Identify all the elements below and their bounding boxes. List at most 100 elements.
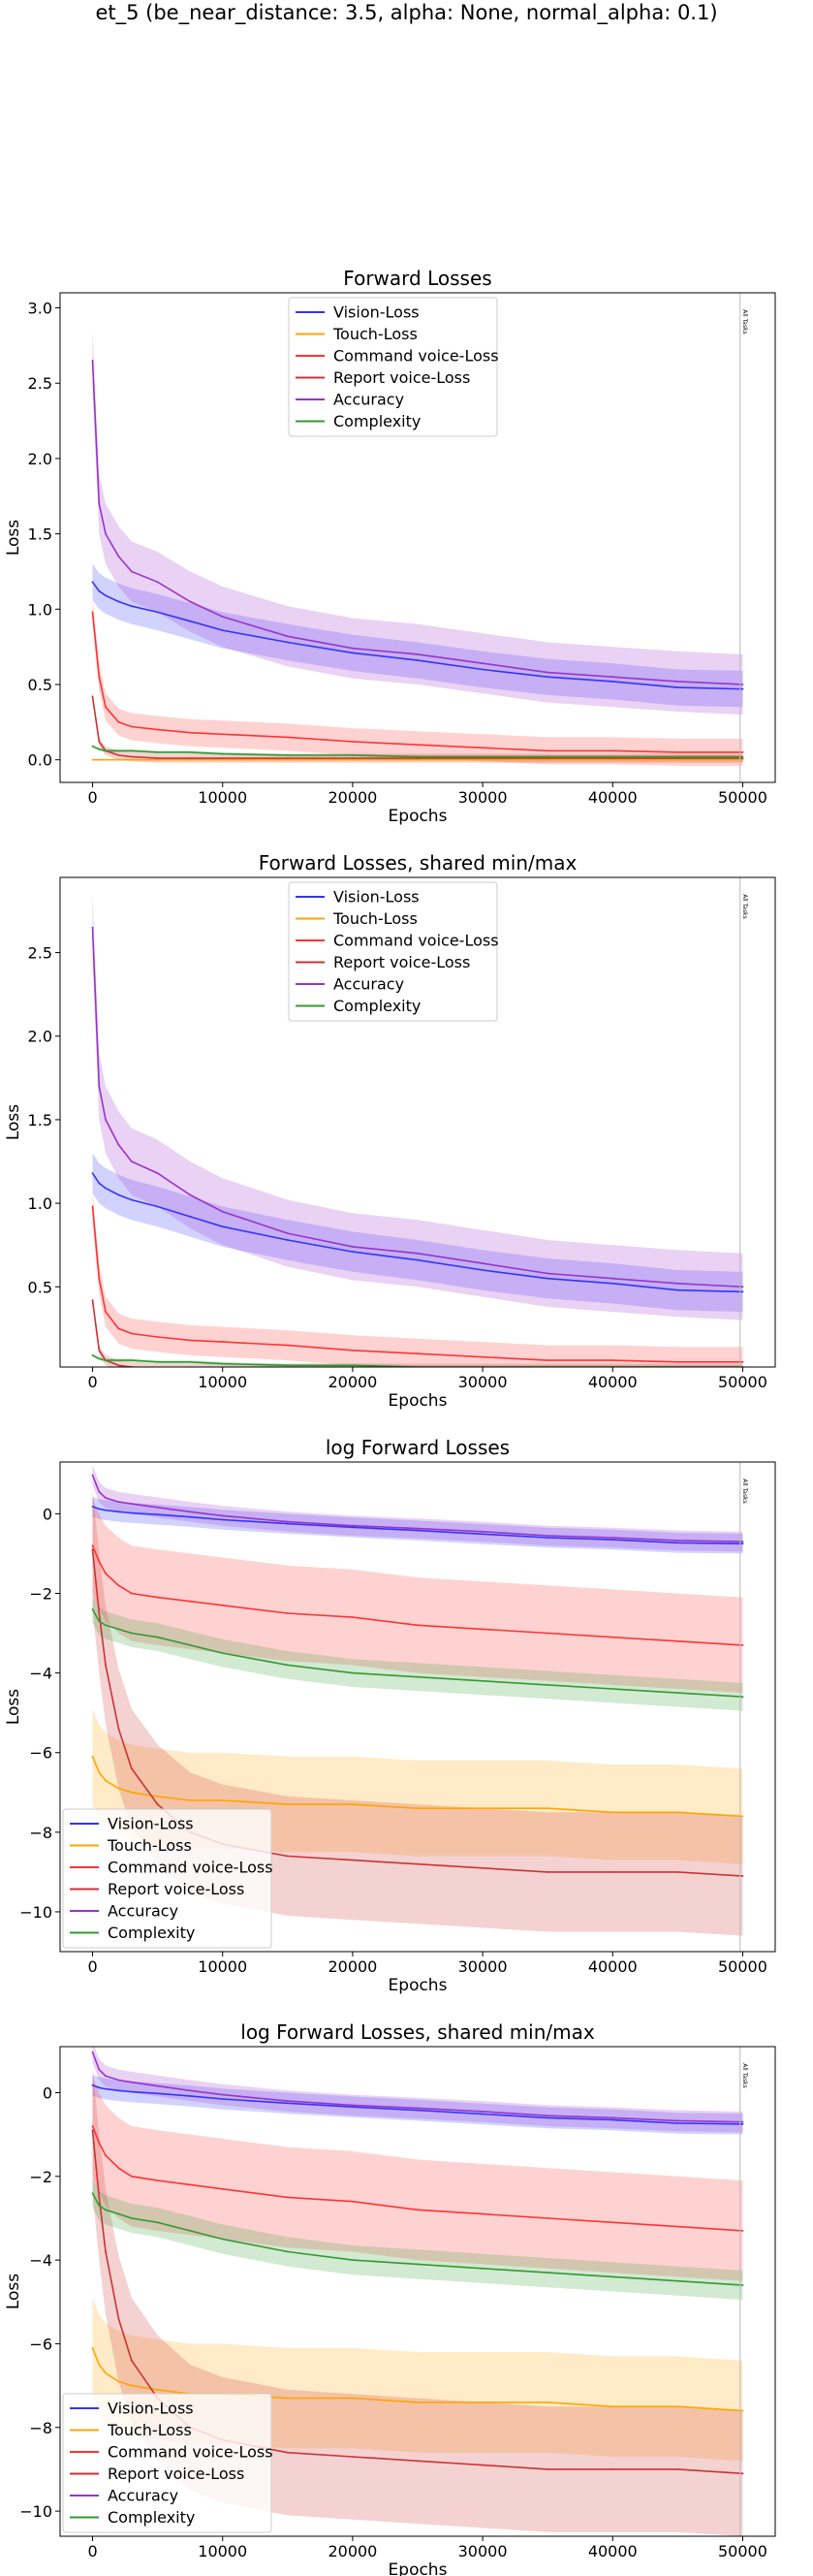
point-complexity-14 bbox=[676, 1692, 679, 1694]
point-complexity-1 bbox=[98, 1620, 101, 1623]
y-tick-label-3: −4 bbox=[29, 1665, 52, 1683]
legend-label-touch-loss: Touch-Loss bbox=[332, 909, 418, 928]
x-tick-label-4: 40000 bbox=[588, 1373, 638, 1391]
point-report-voice-loss-3 bbox=[117, 2317, 120, 2320]
y-tick-label-5: 2.5 bbox=[28, 374, 52, 393]
point-command-voice-loss-8 bbox=[286, 2196, 289, 2199]
point-touch-loss-9 bbox=[352, 2397, 354, 2400]
point-report-voice-loss-12 bbox=[547, 1368, 548, 1370]
y-axis-label: Loss bbox=[4, 1104, 23, 1140]
point-command-voice-loss-7 bbox=[221, 1341, 224, 1343]
point-report-voice-loss-12 bbox=[547, 757, 549, 759]
legend-label-report-voice-loss: Report voice-Loss bbox=[333, 953, 470, 971]
point-command-voice-loss-12 bbox=[547, 749, 549, 752]
point-command-voice-loss-13 bbox=[611, 749, 614, 752]
point-complexity-10 bbox=[417, 1675, 419, 1678]
point-report-voice-loss-14 bbox=[677, 1368, 679, 1370]
point-vision-loss-3 bbox=[117, 1511, 120, 1513]
point-complexity-6 bbox=[189, 1360, 192, 1363]
point-command-voice-loss-8 bbox=[286, 736, 289, 739]
point-vision-loss-13 bbox=[611, 2118, 614, 2121]
point-vision-loss-10 bbox=[417, 1529, 419, 1532]
x-tick-label-1: 10000 bbox=[198, 1957, 247, 1976]
point-command-voice-loss-2 bbox=[105, 706, 107, 709]
point-accuracy-6 bbox=[189, 600, 192, 603]
point-report-voice-loss-5 bbox=[156, 757, 159, 759]
chart-title: log Forward Losses bbox=[326, 1436, 510, 1459]
y-tick-label-0: −10 bbox=[19, 1903, 52, 1922]
x-tick-label-1: 10000 bbox=[198, 1373, 247, 1391]
line-complexity bbox=[91, 1608, 743, 1698]
point-accuracy-7 bbox=[221, 1210, 224, 1213]
point-vision-loss-15 bbox=[741, 2123, 744, 2125]
point-touch-loss-10 bbox=[417, 1370, 419, 1372]
point-complexity-0 bbox=[91, 1608, 94, 1610]
line-command-voice-loss bbox=[91, 2125, 743, 2232]
point-accuracy-0 bbox=[91, 926, 94, 929]
point-complexity-10 bbox=[417, 755, 419, 758]
point-complexity-13 bbox=[611, 2275, 614, 2278]
point-complexity-13 bbox=[611, 755, 614, 758]
point-touch-loss-3 bbox=[117, 2380, 120, 2383]
point-accuracy-4 bbox=[130, 1161, 133, 1162]
point-accuracy-5 bbox=[156, 1506, 159, 1509]
band-report-voice-loss bbox=[92, 691, 743, 763]
point-report-voice-loss-11 bbox=[482, 2464, 484, 2466]
point-command-voice-loss-4 bbox=[130, 2175, 133, 2178]
point-touch-loss-9 bbox=[352, 758, 354, 761]
point-vision-loss-12 bbox=[547, 1537, 549, 1539]
plot-frame bbox=[59, 2046, 776, 2537]
y-tick-label-2: 1.5 bbox=[28, 1111, 52, 1129]
point-complexity-2 bbox=[105, 1624, 107, 1627]
point-accuracy-0 bbox=[91, 1474, 94, 1477]
point-touch-loss-2 bbox=[105, 1779, 107, 1782]
point-vision-loss-14 bbox=[676, 686, 679, 688]
point-vision-loss-10 bbox=[417, 659, 419, 661]
point-touch-loss-15 bbox=[741, 2409, 744, 2412]
point-touch-loss-5 bbox=[156, 758, 159, 761]
point-accuracy-15 bbox=[741, 2120, 744, 2123]
point-touch-loss-11 bbox=[482, 758, 484, 761]
vline-label: All Tasks bbox=[741, 2063, 748, 2087]
point-report-voice-loss-13 bbox=[611, 1871, 614, 1873]
line-vision-loss bbox=[92, 2083, 743, 2125]
point-command-voice-loss-12 bbox=[547, 1632, 549, 1635]
point-vision-loss-15 bbox=[741, 1542, 744, 1545]
point-command-voice-loss-10 bbox=[417, 2209, 419, 2211]
point-touch-loss-10 bbox=[417, 1807, 419, 1810]
point-command-voice-loss-12 bbox=[547, 1359, 549, 1361]
point-vision-loss-9 bbox=[352, 1526, 354, 1529]
point-accuracy-2 bbox=[105, 2075, 107, 2078]
point-complexity-11 bbox=[482, 1679, 484, 1682]
point-command-voice-loss-9 bbox=[352, 741, 354, 743]
point-command-voice-loss-4 bbox=[130, 1592, 133, 1595]
point-vision-loss-6 bbox=[189, 1216, 192, 1218]
point-touch-loss-8 bbox=[287, 1370, 289, 1372]
point-accuracy-0 bbox=[91, 2051, 94, 2053]
point-vision-loss-11 bbox=[482, 668, 484, 671]
point-command-voice-loss-14 bbox=[676, 751, 679, 753]
point-accuracy-1 bbox=[98, 502, 101, 505]
point-touch-loss-4 bbox=[131, 1370, 133, 1372]
y-tick-label-6: 3.0 bbox=[28, 300, 52, 318]
line-accuracy bbox=[91, 1475, 743, 1542]
x-tick-label-2: 20000 bbox=[328, 1373, 377, 1391]
point-complexity-15 bbox=[741, 2284, 744, 2286]
point-touch-loss-1 bbox=[98, 1771, 101, 1774]
point-complexity-7 bbox=[221, 752, 224, 755]
point-report-voice-loss-4 bbox=[130, 2359, 133, 2362]
point-report-voice-loss-14 bbox=[676, 757, 679, 759]
point-accuracy-1 bbox=[98, 2068, 101, 2071]
point-report-voice-loss-4 bbox=[130, 755, 133, 758]
point-report-voice-loss-1 bbox=[98, 1349, 101, 1352]
x-tick-label-1: 10000 bbox=[198, 788, 247, 807]
point-touch-loss-2 bbox=[105, 758, 107, 761]
point-accuracy-8 bbox=[286, 635, 289, 638]
point-command-voice-loss-9 bbox=[352, 1349, 354, 1352]
point-command-voice-loss-3 bbox=[117, 2167, 120, 2170]
point-command-voice-loss-10 bbox=[417, 744, 419, 747]
point-complexity-3 bbox=[117, 2212, 120, 2215]
point-command-voice-loss-10 bbox=[417, 1352, 419, 1355]
x-tick-label-2: 20000 bbox=[328, 1957, 377, 1976]
chart-title: log Forward Losses, shared min/max bbox=[240, 2020, 595, 2044]
